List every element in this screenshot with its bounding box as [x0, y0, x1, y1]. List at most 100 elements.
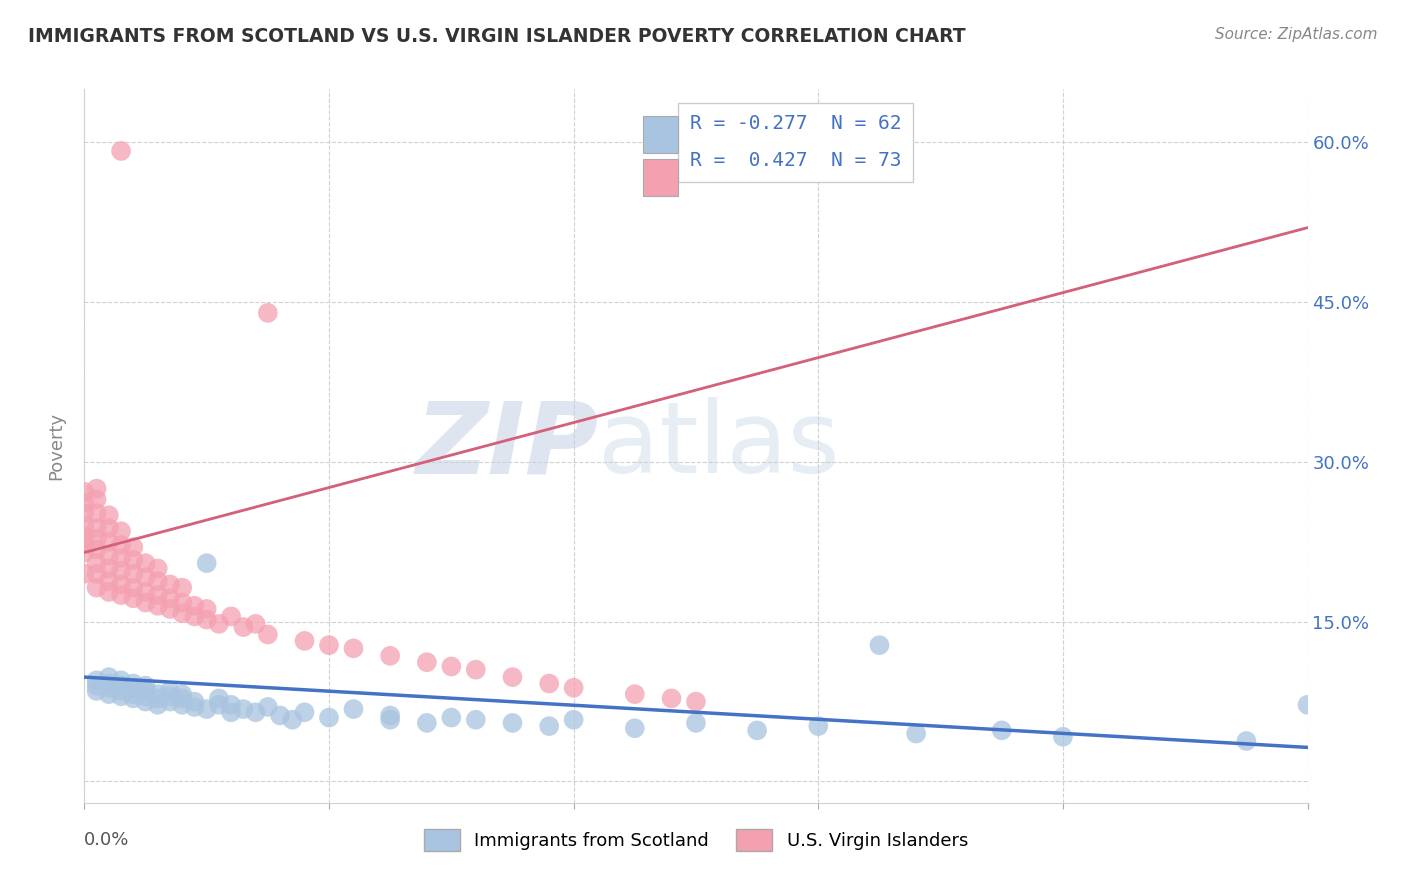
- Text: Source: ZipAtlas.com: Source: ZipAtlas.com: [1215, 27, 1378, 42]
- Point: [183, 700, 205, 714]
- Legend: Immigrants from Scotland, U.S. Virgin Islanders: Immigrants from Scotland, U.S. Virgin Is…: [416, 822, 976, 858]
- Point: [146, 698, 169, 712]
- Point: [122, 691, 145, 706]
- Point: [86, 566, 108, 581]
- Point: [183, 695, 205, 709]
- Point: [97, 687, 120, 701]
- Point: [380, 713, 402, 727]
- Point: [172, 596, 194, 610]
- Point: [97, 521, 120, 535]
- FancyBboxPatch shape: [644, 159, 678, 196]
- Point: [538, 719, 561, 733]
- Point: [183, 599, 205, 613]
- Point: [86, 679, 108, 693]
- Point: [146, 691, 169, 706]
- Point: [122, 687, 145, 701]
- Point: [464, 713, 486, 727]
- Point: [380, 648, 402, 663]
- Point: [208, 691, 231, 706]
- Point: [146, 561, 169, 575]
- Point: [562, 713, 585, 727]
- Point: [318, 638, 340, 652]
- Point: [122, 540, 145, 554]
- Point: [86, 521, 108, 535]
- Point: [624, 721, 647, 735]
- Point: [73, 545, 96, 559]
- Point: [502, 715, 524, 730]
- Point: [219, 698, 242, 712]
- Point: [135, 695, 157, 709]
- Point: [86, 482, 108, 496]
- Point: [159, 690, 181, 704]
- Point: [172, 691, 194, 706]
- Point: [195, 556, 218, 570]
- Point: [97, 561, 120, 575]
- Point: [159, 684, 181, 698]
- Y-axis label: Poverty: Poverty: [48, 412, 66, 480]
- Point: [257, 700, 280, 714]
- FancyBboxPatch shape: [644, 116, 678, 153]
- Text: R = -0.277  N = 62
R =  0.427  N = 73: R = -0.277 N = 62 R = 0.427 N = 73: [690, 114, 901, 170]
- Point: [122, 591, 145, 606]
- Point: [110, 679, 132, 693]
- Point: [86, 492, 108, 507]
- Point: [1236, 734, 1258, 748]
- Point: [135, 570, 157, 584]
- Point: [122, 553, 145, 567]
- Point: [464, 663, 486, 677]
- Point: [281, 713, 304, 727]
- Point: [110, 684, 132, 698]
- Point: [73, 495, 96, 509]
- Point: [97, 549, 120, 563]
- Point: [440, 659, 463, 673]
- Point: [135, 585, 157, 599]
- Point: [110, 144, 132, 158]
- Point: [110, 588, 132, 602]
- Text: 0.0%: 0.0%: [84, 831, 129, 849]
- Point: [1052, 730, 1074, 744]
- Point: [869, 638, 891, 652]
- Point: [86, 542, 108, 557]
- Point: [562, 681, 585, 695]
- Point: [991, 723, 1014, 738]
- Point: [86, 556, 108, 570]
- Point: [73, 534, 96, 549]
- Point: [294, 634, 316, 648]
- Point: [73, 566, 96, 581]
- Text: ZIP: ZIP: [415, 398, 598, 494]
- Point: [86, 506, 108, 520]
- Point: [172, 698, 194, 712]
- Point: [342, 702, 364, 716]
- Point: [661, 691, 683, 706]
- Point: [135, 684, 157, 698]
- Point: [172, 581, 194, 595]
- Point: [172, 687, 194, 701]
- Point: [86, 673, 108, 688]
- Point: [440, 710, 463, 724]
- Point: [122, 681, 145, 695]
- Point: [110, 690, 132, 704]
- Point: [135, 690, 157, 704]
- Point: [195, 702, 218, 716]
- Point: [807, 719, 830, 733]
- Point: [146, 588, 169, 602]
- Point: [257, 306, 280, 320]
- Point: [73, 506, 96, 520]
- Point: [159, 695, 181, 709]
- Point: [159, 591, 181, 606]
- Point: [232, 702, 254, 716]
- Point: [747, 723, 769, 738]
- Point: [232, 620, 254, 634]
- Point: [122, 566, 145, 581]
- Point: [110, 577, 132, 591]
- Point: [380, 708, 402, 723]
- Point: [294, 706, 316, 720]
- Point: [219, 706, 242, 720]
- Point: [195, 613, 218, 627]
- Point: [146, 599, 169, 613]
- Point: [245, 706, 267, 720]
- Point: [73, 484, 96, 499]
- Point: [172, 606, 194, 620]
- Point: [86, 532, 108, 546]
- Point: [135, 679, 157, 693]
